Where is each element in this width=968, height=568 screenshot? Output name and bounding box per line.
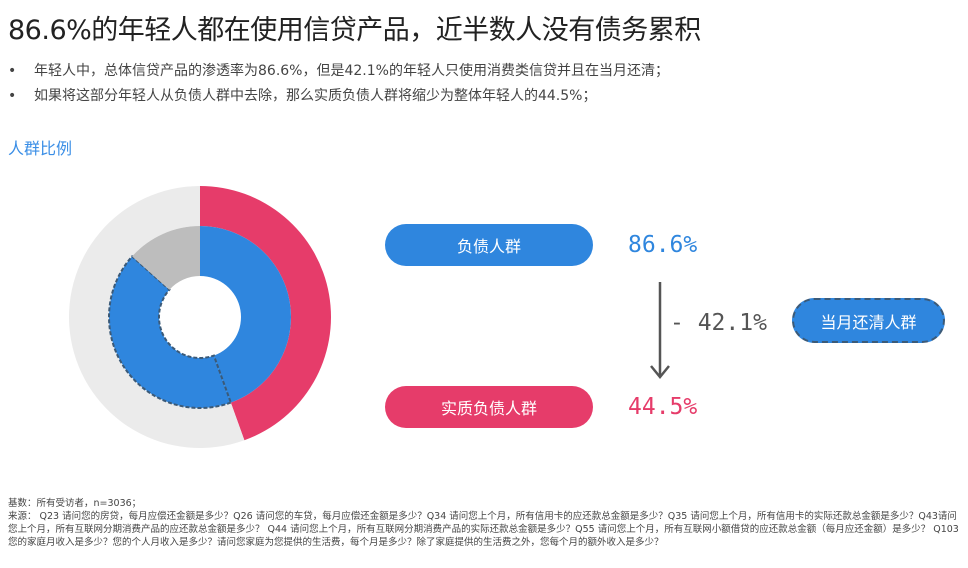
cleared-group-pill: 当月还清人群 xyxy=(792,298,945,343)
inner-ring-slice xyxy=(132,226,200,290)
real-debt-group-value: 44.5% xyxy=(628,394,698,420)
donut-chart xyxy=(68,186,331,449)
bullet-item: • 年轻人中，总体信贷产品的渗透率为86.6%，但是42.1%的年轻人只使用消费类… xyxy=(8,60,669,80)
footnote-base: 基数：所有受访者，n=3036； xyxy=(8,498,142,509)
outer-ring-slice xyxy=(200,186,331,441)
debt-group-pill: 负债人群 xyxy=(385,224,593,266)
debt-group-value: 86.6% xyxy=(628,232,698,258)
real-debt-group-pill: 实质负债人群 xyxy=(385,386,593,428)
bullet-item: • 如果将这部分年轻人从负债人群中去除，那么实质负债人群将缩少为整体年轻人的44.… xyxy=(8,85,596,105)
footnote-source: 来源： Q23 请问您的房贷，每月应偿还金额是多少？Q26 请问您的车贷，每月应… xyxy=(8,511,959,548)
outer-ring-slice xyxy=(68,186,245,449)
page-title: 86.6%的年轻人都在使用信贷产品，近半数人没有债务累积 xyxy=(8,15,701,46)
bullet-dot: • xyxy=(8,63,17,79)
bullet-dot: • xyxy=(8,88,17,104)
inner-ring-slice xyxy=(108,254,233,409)
bullet-text: 年轻人中，总体信贷产品的渗透率为86.6%，但是42.1%的年轻人只使用消费类信… xyxy=(34,63,669,79)
footnote: 基数：所有受访者，n=3036； 来源： Q23 请问您的房贷，每月应偿还金额是… xyxy=(8,497,960,549)
bullet-text: 如果将这部分年轻人从负债人群中去除，那么实质负债人群将缩少为整体年轻人的44.5… xyxy=(34,88,597,104)
section-title: 人群比例 xyxy=(8,139,73,158)
inner-ring-slice xyxy=(200,226,291,403)
arrow-down-icon xyxy=(650,282,670,379)
cleared-group-value: - 42.1% xyxy=(670,310,767,336)
